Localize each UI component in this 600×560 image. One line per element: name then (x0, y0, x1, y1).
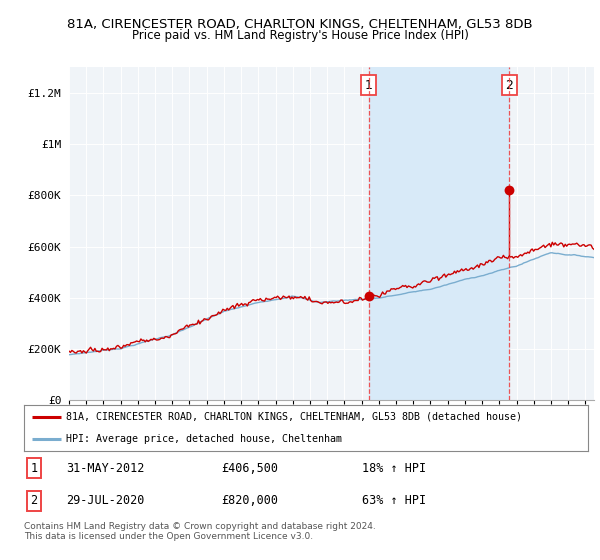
Text: Contains HM Land Registry data © Crown copyright and database right 2024.
This d: Contains HM Land Registry data © Crown c… (24, 522, 376, 542)
Text: 18% ↑ HPI: 18% ↑ HPI (362, 462, 427, 475)
Text: 1: 1 (365, 78, 373, 92)
Bar (369, 67, 509, 400)
Text: 2: 2 (31, 494, 38, 507)
Text: 2: 2 (505, 78, 513, 92)
Text: HPI: Average price, detached house, Cheltenham: HPI: Average price, detached house, Chel… (66, 434, 342, 444)
Text: 81A, CIRENCESTER ROAD, CHARLTON KINGS, CHELTENHAM, GL53 8DB (detached house): 81A, CIRENCESTER ROAD, CHARLTON KINGS, C… (66, 412, 522, 422)
Point (505, 186, 514, 195)
Text: £406,500: £406,500 (221, 462, 278, 475)
Text: 1: 1 (31, 462, 38, 475)
Point (364, 292, 374, 301)
Text: 63% ↑ HPI: 63% ↑ HPI (362, 494, 427, 507)
Text: 81A, CIRENCESTER ROAD, CHARLTON KINGS, CHELTENHAM, GL53 8DB: 81A, CIRENCESTER ROAD, CHARLTON KINGS, C… (67, 18, 533, 31)
Text: 29-JUL-2020: 29-JUL-2020 (66, 494, 145, 507)
Text: 31-MAY-2012: 31-MAY-2012 (66, 462, 145, 475)
Text: £820,000: £820,000 (221, 494, 278, 507)
Text: Price paid vs. HM Land Registry's House Price Index (HPI): Price paid vs. HM Land Registry's House … (131, 29, 469, 42)
